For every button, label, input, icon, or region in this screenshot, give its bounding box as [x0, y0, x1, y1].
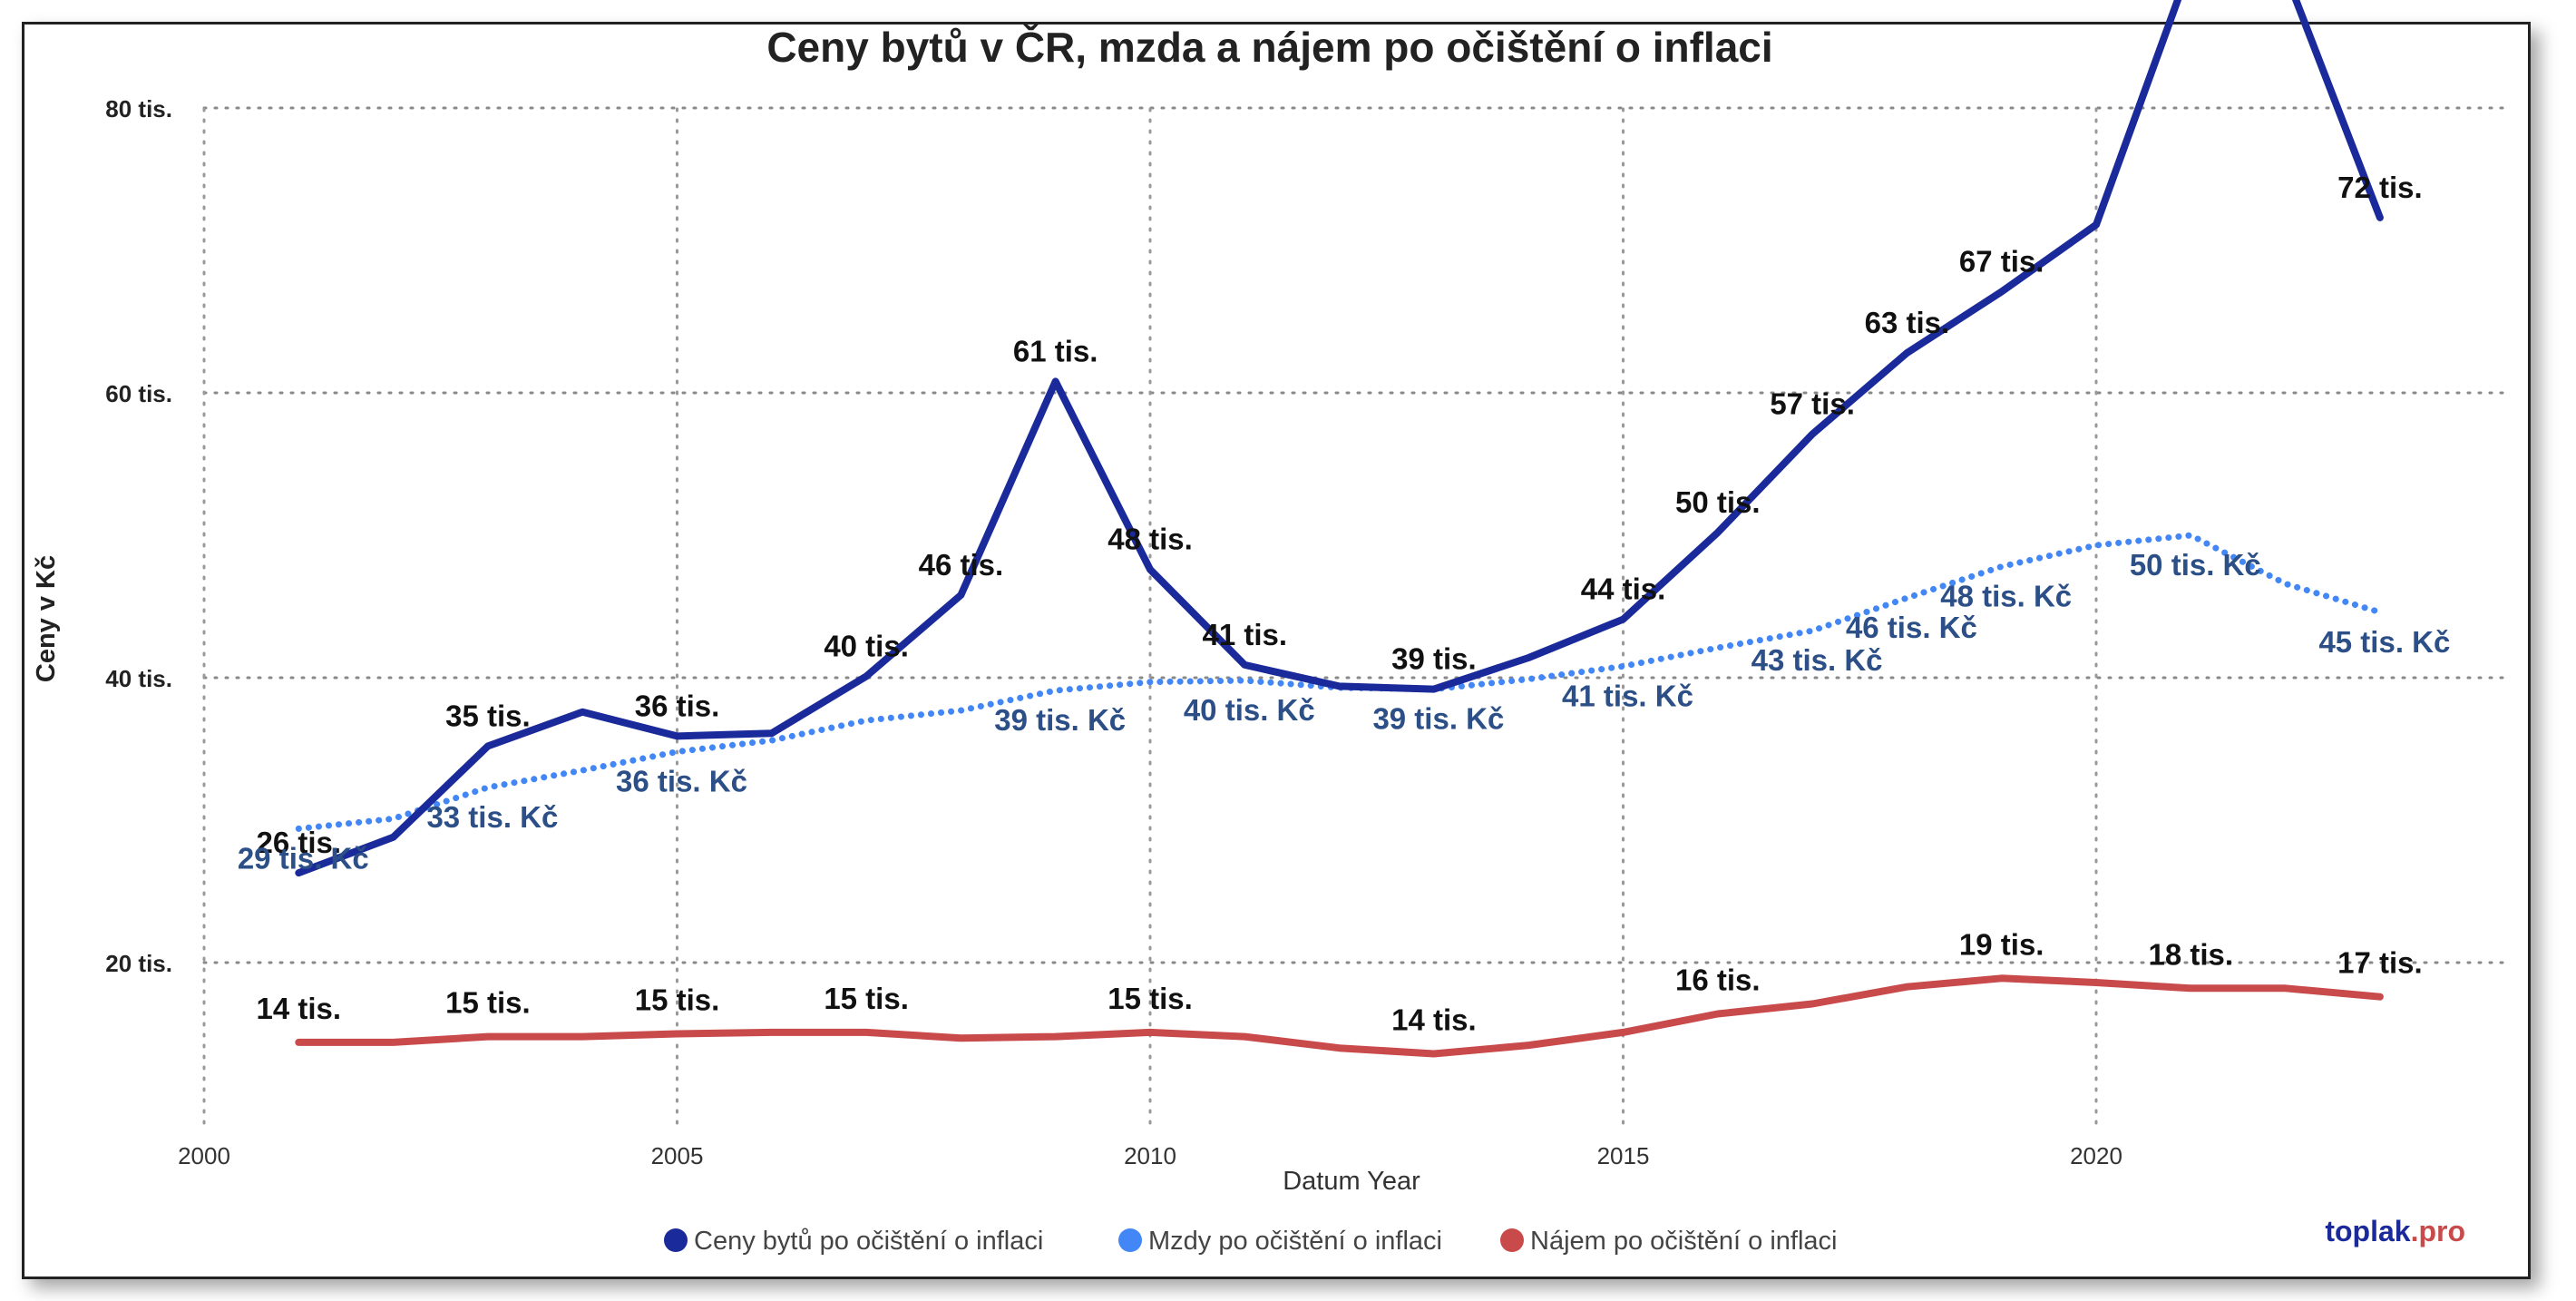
legend-label-1: Mzdy po očištění o inflaci	[1148, 1227, 1442, 1256]
y-tick-label: 80 tis.	[105, 95, 172, 122]
data-label-0: 41 tis.	[1203, 618, 1288, 651]
data-label-0: 67 tis.	[1959, 245, 2044, 279]
x-tick-label: 2010	[1124, 1142, 1176, 1169]
branding-logo: toplak.pro	[2325, 1215, 2465, 1247]
data-label-2: 15 tis.	[824, 982, 909, 1015]
legend: Ceny bytů po očištění o inflaci Mzdy po o…	[664, 1227, 1838, 1256]
data-label-2: 14 tis.	[1391, 1003, 1477, 1036]
data-label-1: 48 tis. Kč	[1940, 580, 2072, 613]
legend-marker-1	[1118, 1228, 1142, 1252]
tick-layer: 20 tis.40 tis.60 tis.80 tis.100 tis.2000…	[105, 95, 2122, 1169]
grid-layer	[202, 106, 2505, 1130]
x-axis-label: Datum Year	[1283, 1167, 1420, 1196]
data-label-0: 44 tis.	[1581, 572, 1666, 606]
branding-part1: toplak	[2325, 1215, 2410, 1247]
data-label-0: 72 tis.	[2337, 171, 2423, 204]
series-line-2	[295, 974, 2384, 1058]
branding-part2: .pro	[2411, 1215, 2465, 1247]
data-label-0: 39 tis.	[1391, 642, 1477, 676]
legend-label-0: Ceny bytů po očištění o inflaci	[694, 1227, 1043, 1256]
data-label-0: 61 tis.	[1013, 334, 1098, 367]
chart-frame	[22, 22, 2531, 1279]
data-label-0: 35 tis.	[445, 699, 531, 732]
data-label-0: 46 tis.	[919, 548, 1004, 582]
legend-marker-2	[1500, 1228, 1524, 1252]
data-label-1: 50 tis. Kč	[2130, 548, 2261, 582]
data-label-1: 40 tis. Kč	[1184, 693, 1315, 727]
y-tick-label: 60 tis.	[105, 380, 172, 407]
data-label-2: 15 tis.	[1107, 982, 1193, 1015]
chart-title: Ceny bytů v ČR, mzda a nájem po očištění…	[766, 24, 1772, 71]
x-tick-label: 2000	[178, 1142, 230, 1169]
data-label-2: 19 tis.	[1959, 927, 2044, 961]
x-tick-label: 2005	[651, 1142, 704, 1169]
x-tick-label: 2015	[1597, 1142, 1650, 1169]
data-label-2: 18 tis.	[2149, 937, 2234, 971]
data-label-0: 50 tis.	[1675, 485, 1761, 519]
data-label-2: 14 tis.	[257, 992, 342, 1025]
data-label-1: 39 tis. Kč	[1372, 702, 1504, 736]
data-label-1: 45 tis. Kč	[2318, 625, 2450, 659]
data-label-1: 41 tis. Kč	[1562, 679, 1693, 712]
x-tick-label: 2020	[2070, 1142, 2122, 1169]
legend-label-2: Nájem po očištění o inflaci	[1530, 1227, 1838, 1256]
data-label-1: 29 tis. Kč	[238, 841, 369, 875]
data-label-2: 15 tis.	[445, 986, 531, 1020]
data-label-2: 15 tis.	[635, 983, 720, 1017]
y-tick-label: 40 tis.	[105, 665, 172, 692]
data-label-1: 46 tis. Kč	[1846, 611, 1977, 644]
data-label-0: 26 tis.	[257, 826, 342, 859]
data-label-0: 48 tis.	[1107, 523, 1193, 556]
data-label-1: 36 tis. Kč	[616, 765, 747, 798]
data-label-0: 40 tis.	[824, 629, 909, 662]
data-label-0: 57 tis.	[1770, 387, 1855, 421]
data-label-0: 36 tis.	[635, 689, 720, 722]
data-label-1: 33 tis. Kč	[426, 800, 558, 834]
data-label-2: 17 tis.	[2337, 946, 2423, 980]
series-line-0	[295, 0, 2384, 877]
label-layer: 26 tis. 35 tis. 36 tis. 40 tis. 46 tis. 61 ti…	[238, 171, 2451, 1037]
legend-marker-0	[664, 1228, 688, 1252]
data-label-2: 16 tis.	[1675, 964, 1761, 997]
y-tick-label: 20 tis.	[105, 950, 172, 977]
data-label-1: 39 tis. Kč	[994, 703, 1126, 737]
data-label-0: 63 tis.	[1865, 306, 1950, 339]
data-label-1: 43 tis. Kč	[1751, 643, 1883, 677]
series-layer	[295, 0, 2384, 1058]
y-axis-label: Ceny v Kč	[32, 555, 61, 682]
